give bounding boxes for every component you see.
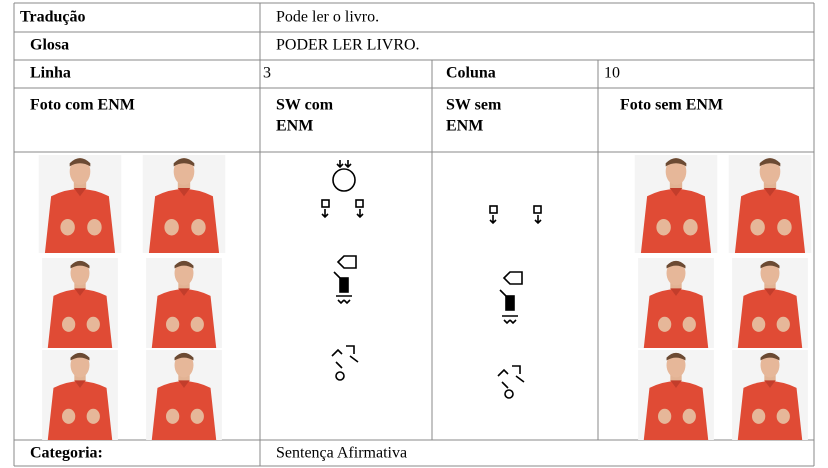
label: Linha — [30, 65, 71, 82]
header: Foto sem ENM — [620, 97, 723, 114]
label: Tradução — [20, 9, 85, 26]
header: ENM — [446, 118, 483, 135]
label: Categoria: — [30, 445, 103, 462]
value: 10 — [604, 65, 620, 82]
signwriting-with-nmm — [321, 160, 364, 381]
header: ENM — [276, 118, 313, 135]
photos-without-nmm — [634, 155, 812, 440]
header: SW com — [276, 97, 334, 114]
value: Sentença Afirmativa — [276, 445, 407, 462]
table-grid — [13, 2, 815, 467]
value: Pode ler o livro. — [276, 9, 379, 26]
header: Foto com ENM — [30, 97, 135, 114]
label: Glosa — [30, 37, 69, 54]
signwriting-without-nmm — [489, 205, 542, 399]
value: PODER LER LIVRO. — [276, 37, 420, 54]
header: SW sem — [446, 97, 502, 114]
value: 3 — [263, 65, 271, 82]
photos-with-nmm — [38, 155, 226, 440]
label: Coluna — [446, 65, 496, 82]
